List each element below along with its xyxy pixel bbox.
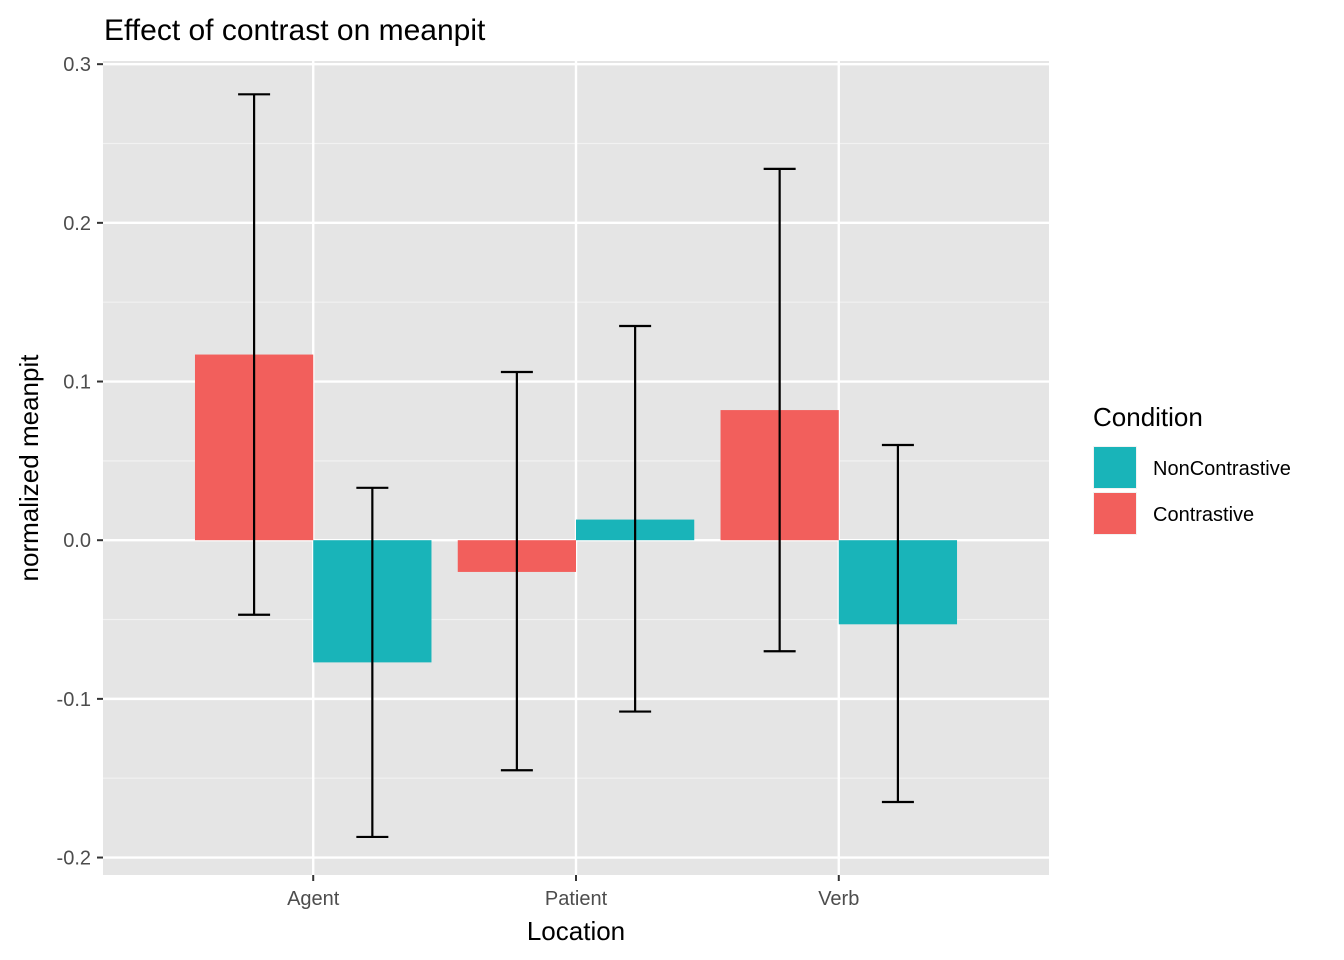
y-tick-label: -0.2 <box>57 848 91 870</box>
y-tick-label: 0.3 <box>63 54 91 76</box>
y-axis: -0.2 -0.1 0.0 0.1 0.2 0.3 <box>57 54 103 870</box>
legend-swatch-contrastive <box>1094 493 1136 534</box>
x-axis-title: Location <box>527 916 625 946</box>
y-axis-title: normalized meanpit <box>14 354 44 582</box>
x-axis: Agent Patient Verb <box>287 875 859 910</box>
legend-title: Condition <box>1093 402 1203 432</box>
y-tick-label: -0.1 <box>57 689 91 711</box>
x-tick-label: Agent <box>287 888 340 910</box>
chart-title: Effect of contrast on meanpit <box>104 14 486 47</box>
error-bar-contrastive-agent <box>238 93 271 616</box>
error-bar-noncontrastive-verb <box>881 443 914 804</box>
y-tick-label: 0.0 <box>63 530 91 552</box>
legend-swatch-noncontrastive <box>1094 447 1136 488</box>
error-bar-noncontrastive-agent <box>356 486 389 839</box>
legend: Condition NonContrastive Contrastive <box>1093 402 1291 535</box>
y-tick-label: 0.2 <box>63 213 91 235</box>
legend-label: Contrastive <box>1153 504 1254 526</box>
y-tick-label: 0.1 <box>63 372 91 394</box>
legend-label: NonContrastive <box>1153 458 1291 480</box>
error-bar-contrastive-patient <box>500 370 533 772</box>
error-bar-contrastive-verb <box>763 167 796 653</box>
x-tick-label: Verb <box>818 888 859 910</box>
x-tick-label: Patient <box>545 888 608 910</box>
error-bars <box>238 93 914 839</box>
error-bar-noncontrastive-patient <box>619 324 652 713</box>
